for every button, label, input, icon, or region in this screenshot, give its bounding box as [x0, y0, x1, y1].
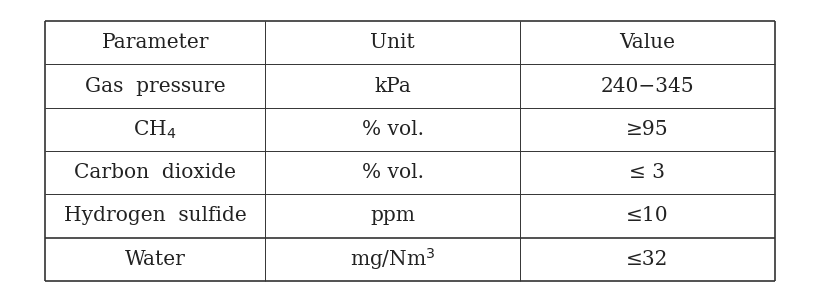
Text: Unit: Unit: [370, 33, 414, 52]
Text: kPa: kPa: [373, 77, 410, 95]
Text: Parameter: Parameter: [102, 33, 209, 52]
Text: 240−345: 240−345: [600, 77, 694, 95]
Text: mg/Nm$^3$: mg/Nm$^3$: [350, 246, 435, 272]
Text: CH$_4$: CH$_4$: [133, 118, 177, 140]
Text: % vol.: % vol.: [361, 120, 423, 139]
Text: ≤ 3: ≤ 3: [629, 163, 665, 182]
Text: ≤32: ≤32: [626, 250, 667, 269]
Text: % vol.: % vol.: [361, 163, 423, 182]
Text: ≤10: ≤10: [626, 207, 668, 225]
Text: Carbon  dioxide: Carbon dioxide: [74, 163, 236, 182]
Text: Value: Value: [618, 33, 675, 52]
Text: ppm: ppm: [369, 207, 414, 225]
Text: ≥95: ≥95: [626, 120, 668, 139]
Text: Gas  pressure: Gas pressure: [84, 77, 225, 95]
Text: Hydrogen  sulfide: Hydrogen sulfide: [64, 207, 247, 225]
Text: Water: Water: [124, 250, 185, 269]
